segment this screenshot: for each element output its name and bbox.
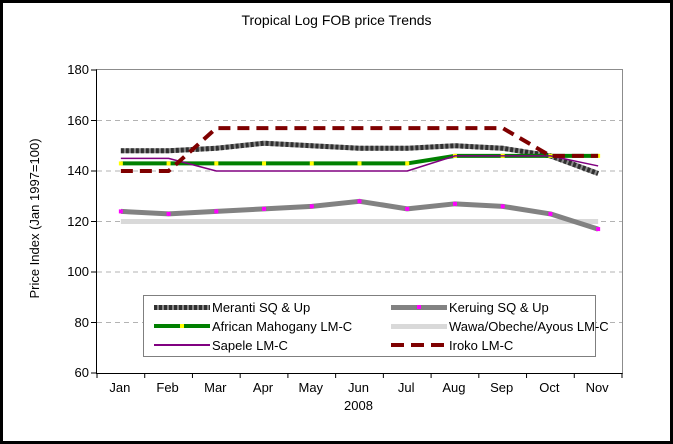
series-marker-1 bbox=[214, 209, 219, 214]
legend-swatch-icon bbox=[154, 304, 210, 310]
series-marker-1 bbox=[405, 206, 410, 211]
series-line-1 bbox=[120, 198, 599, 232]
y-axis-title: Price Index (Jan 1997=100) bbox=[27, 138, 42, 299]
y-tick-label: 120 bbox=[67, 213, 89, 229]
x-tick-label: Jun bbox=[348, 380, 369, 395]
legend-item: Keruing SQ & Up bbox=[381, 300, 609, 315]
legend-swatch-icon bbox=[154, 324, 210, 328]
legend-item: Iroko LM-C bbox=[381, 338, 609, 353]
x-tick-label: Apr bbox=[252, 380, 274, 395]
series-marker-2 bbox=[262, 161, 267, 166]
y-tick-label: 80 bbox=[74, 314, 89, 330]
series-marker-1 bbox=[118, 209, 123, 214]
series-marker-1 bbox=[596, 227, 601, 232]
series-marker-1 bbox=[500, 204, 505, 209]
x-tick-label: Feb bbox=[156, 380, 179, 395]
x-tick-label: Oct bbox=[539, 380, 560, 395]
legend-label: Iroko LM-C bbox=[449, 337, 514, 353]
series-line-5 bbox=[120, 126, 599, 173]
series-marker-2 bbox=[214, 161, 219, 166]
y-tick-label: 60 bbox=[74, 365, 89, 380]
series-line-4 bbox=[120, 155, 599, 172]
legend-marker-icon bbox=[417, 305, 421, 309]
series-marker-2 bbox=[309, 161, 314, 166]
series-line-0 bbox=[120, 140, 600, 176]
series-marker-1 bbox=[262, 206, 267, 211]
x-tick-label: May bbox=[298, 380, 324, 395]
legend-label: African Mahogany LM-C bbox=[212, 318, 353, 334]
series-marker-1 bbox=[166, 211, 171, 216]
legend-item: Sapele LM-C bbox=[144, 338, 381, 353]
series-marker-2 bbox=[118, 161, 123, 166]
series-marker-2 bbox=[405, 161, 410, 166]
legend-label: Wawa/Obeche/Ayous LM-C bbox=[449, 318, 609, 334]
x-tick-label: Jan bbox=[109, 380, 131, 395]
x-axis-title: 2008 bbox=[344, 398, 373, 413]
series-marker-1 bbox=[309, 204, 314, 209]
legend-swatch-icon bbox=[391, 323, 447, 329]
legend-swatch-icon bbox=[154, 344, 210, 346]
x-tick-label: Aug bbox=[442, 380, 466, 395]
x-tick-label: Mar bbox=[204, 380, 227, 395]
legend-label: Keruing SQ & Up bbox=[449, 299, 549, 315]
legend-label: Meranti SQ & Up bbox=[212, 299, 311, 315]
legend: Meranti SQ & Up Keruing SQ & Up African Ma… bbox=[143, 295, 609, 357]
series-marker-1 bbox=[548, 211, 553, 216]
series-marker-1 bbox=[357, 199, 362, 204]
series-marker-2 bbox=[166, 161, 171, 166]
x-tick-label: Sep bbox=[490, 380, 514, 395]
series-marker-2 bbox=[357, 161, 362, 166]
legend-swatch-icon bbox=[391, 304, 447, 310]
chart-title: Tropical Log FOB price Trends bbox=[241, 12, 432, 28]
x-tick-label: Jul bbox=[397, 380, 415, 395]
legend-item: Wawa/Obeche/Ayous LM-C bbox=[381, 319, 609, 334]
x-tick-label: Nov bbox=[585, 380, 609, 395]
y-tick-label: 100 bbox=[67, 264, 89, 279]
series-marker-1 bbox=[452, 201, 457, 206]
y-tick-label: 180 bbox=[67, 62, 89, 77]
y-tick-label: 160 bbox=[67, 112, 89, 128]
legend-item: Meranti SQ & Up bbox=[144, 300, 381, 315]
legend-swatch-icon bbox=[391, 343, 447, 347]
legend-marker-icon bbox=[180, 324, 184, 328]
y-tick-label: 140 bbox=[67, 163, 89, 178]
legend-item: African Mahogany LM-C bbox=[144, 319, 381, 334]
legend-label: Sapele LM-C bbox=[212, 337, 288, 353]
